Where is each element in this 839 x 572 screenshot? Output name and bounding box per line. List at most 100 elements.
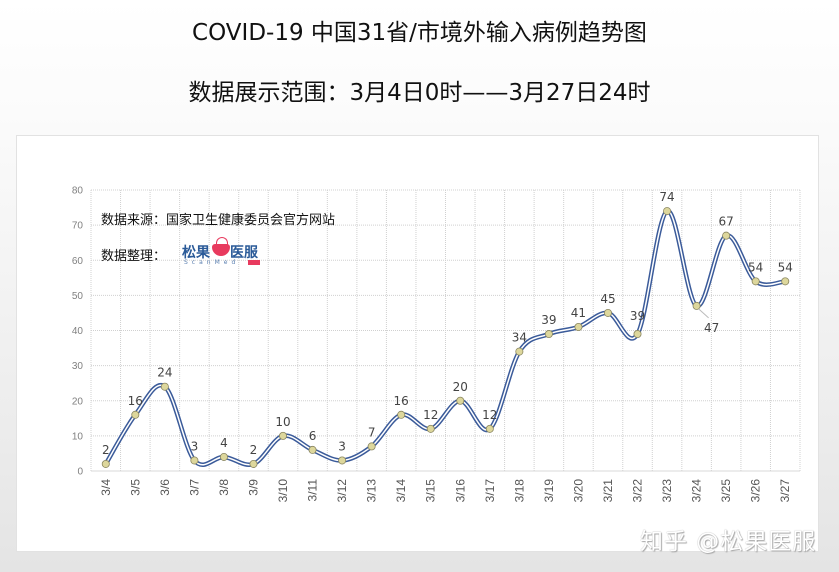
data-point-marker xyxy=(781,277,790,286)
x-tick-label: 3/24 xyxy=(690,479,704,503)
x-tick-label: 3/10 xyxy=(276,479,290,503)
data-label: 67 xyxy=(719,215,734,229)
data-point-marker xyxy=(722,231,731,240)
y-tick-label: 50 xyxy=(72,291,84,302)
x-tick-label: 3/8 xyxy=(217,479,231,496)
x-tick-label: 3/27 xyxy=(778,479,792,503)
x-axis: 3/4 3/5 3/6 3/7 3/8 3/9 3/10 3/11 3/12 3/13 3/14 3/… xyxy=(99,479,792,503)
data-label: 4 xyxy=(220,436,228,450)
data-label: 54 xyxy=(778,260,793,274)
data-point-marker xyxy=(190,456,199,465)
x-tick-label: 3/4 xyxy=(99,479,113,496)
data-label: 3 xyxy=(191,439,199,453)
data-label: 41 xyxy=(571,306,586,320)
data-point-marker xyxy=(456,396,465,405)
logo-subtext: ScanMed xyxy=(184,259,240,266)
logo-cup-handle-icon xyxy=(216,237,228,245)
data-point-marker xyxy=(692,301,701,310)
data-point-marker xyxy=(751,277,760,286)
data-point-marker xyxy=(603,308,612,317)
data-label: 16 xyxy=(394,394,409,408)
data-point-marker xyxy=(574,322,583,331)
data-point-marker xyxy=(397,410,406,419)
data-point-marker xyxy=(249,459,258,468)
gridlines xyxy=(90,189,801,472)
data-markers xyxy=(101,207,790,468)
logo-badge xyxy=(248,260,260,265)
data-label: 3 xyxy=(338,439,346,453)
data-point-marker xyxy=(308,445,317,454)
data-point-marker xyxy=(160,382,169,391)
data-point-marker xyxy=(485,424,494,433)
x-tick-label: 3/21 xyxy=(601,479,615,503)
data-point-marker xyxy=(544,330,553,339)
data-label: 74 xyxy=(659,190,674,204)
data-point-marker xyxy=(367,442,376,451)
data-label: 39 xyxy=(541,313,556,327)
y-tick-label: 40 xyxy=(72,326,84,337)
data-organizer-label: 数据整理： xyxy=(101,249,167,264)
x-tick-label: 3/17 xyxy=(483,479,497,503)
x-tick-label: 3/9 xyxy=(246,479,260,496)
x-tick-label: 3/25 xyxy=(719,479,733,503)
data-label: 45 xyxy=(600,292,615,306)
data-label: 24 xyxy=(157,366,172,380)
data-point-marker xyxy=(663,207,672,216)
x-tick-label: 3/19 xyxy=(542,479,556,503)
x-tick-label: 3/6 xyxy=(158,479,172,496)
x-tick-label: 3/23 xyxy=(660,479,674,503)
x-tick-label: 3/16 xyxy=(453,479,467,503)
chart-title: COVID-19 中国31省/市境外输入病例趋势图 xyxy=(192,20,647,46)
logo-text-right: 医服 xyxy=(230,245,258,261)
y-tick-label: 70 xyxy=(72,221,84,232)
chart-subtitle: 数据展示范围：3月4日0时——3月27日24时 xyxy=(188,80,651,106)
y-tick-label: 0 xyxy=(77,467,83,478)
songguo-logo: 松果 医服 ScanMed xyxy=(182,236,262,268)
y-tick-label: 60 xyxy=(72,256,84,267)
y-tick-label: 30 xyxy=(72,361,84,372)
data-label: 7 xyxy=(368,425,376,439)
data-point-marker xyxy=(515,347,524,356)
y-tick-label: 10 xyxy=(72,431,84,442)
data-label: 47 xyxy=(704,321,719,335)
data-label: 2 xyxy=(102,443,110,457)
logo-cup-icon xyxy=(212,244,230,256)
x-tick-label: 3/13 xyxy=(365,479,379,503)
data-label: 16 xyxy=(128,394,143,408)
x-tick-label: 3/22 xyxy=(631,479,645,503)
data-point-marker xyxy=(338,456,347,465)
data-label: 10 xyxy=(275,415,290,429)
data-label: 2 xyxy=(250,443,258,457)
x-tick-label: 3/14 xyxy=(394,479,408,503)
logo-text-left: 松果 xyxy=(182,245,210,261)
data-point-marker xyxy=(101,459,110,468)
data-label: 12 xyxy=(423,408,438,422)
y-tick-label: 80 xyxy=(72,186,84,197)
x-tick-label: 3/15 xyxy=(424,479,438,503)
data-label: 6 xyxy=(309,429,317,443)
data-point-marker xyxy=(426,424,435,433)
data-label: 20 xyxy=(453,380,468,394)
x-tick-label: 3/12 xyxy=(335,479,349,503)
data-point-marker xyxy=(633,330,642,339)
x-tick-label: 3/11 xyxy=(306,479,320,502)
x-tick-label: 3/7 xyxy=(187,479,201,496)
data-label: 39 xyxy=(630,309,645,323)
watermark: 知乎 @松果医服 xyxy=(640,529,817,555)
data-label: 12 xyxy=(482,408,497,422)
leader-line xyxy=(698,308,709,319)
y-axis: 0 10 20 30 40 50 60 70 80 xyxy=(72,186,84,478)
data-label: 54 xyxy=(748,260,763,274)
data-point-marker xyxy=(279,431,288,440)
data-point-marker xyxy=(219,452,228,461)
x-tick-label: 3/5 xyxy=(128,479,142,496)
x-tick-label: 3/18 xyxy=(512,479,526,503)
y-tick-label: 20 xyxy=(72,396,84,407)
data-source-note: 数据来源：国家卫生健康委员会官方网站 xyxy=(101,213,336,228)
x-tick-label: 3/26 xyxy=(749,479,763,503)
data-label: 34 xyxy=(512,331,527,345)
x-tick-label: 3/20 xyxy=(571,479,585,503)
data-point-marker xyxy=(131,410,140,419)
